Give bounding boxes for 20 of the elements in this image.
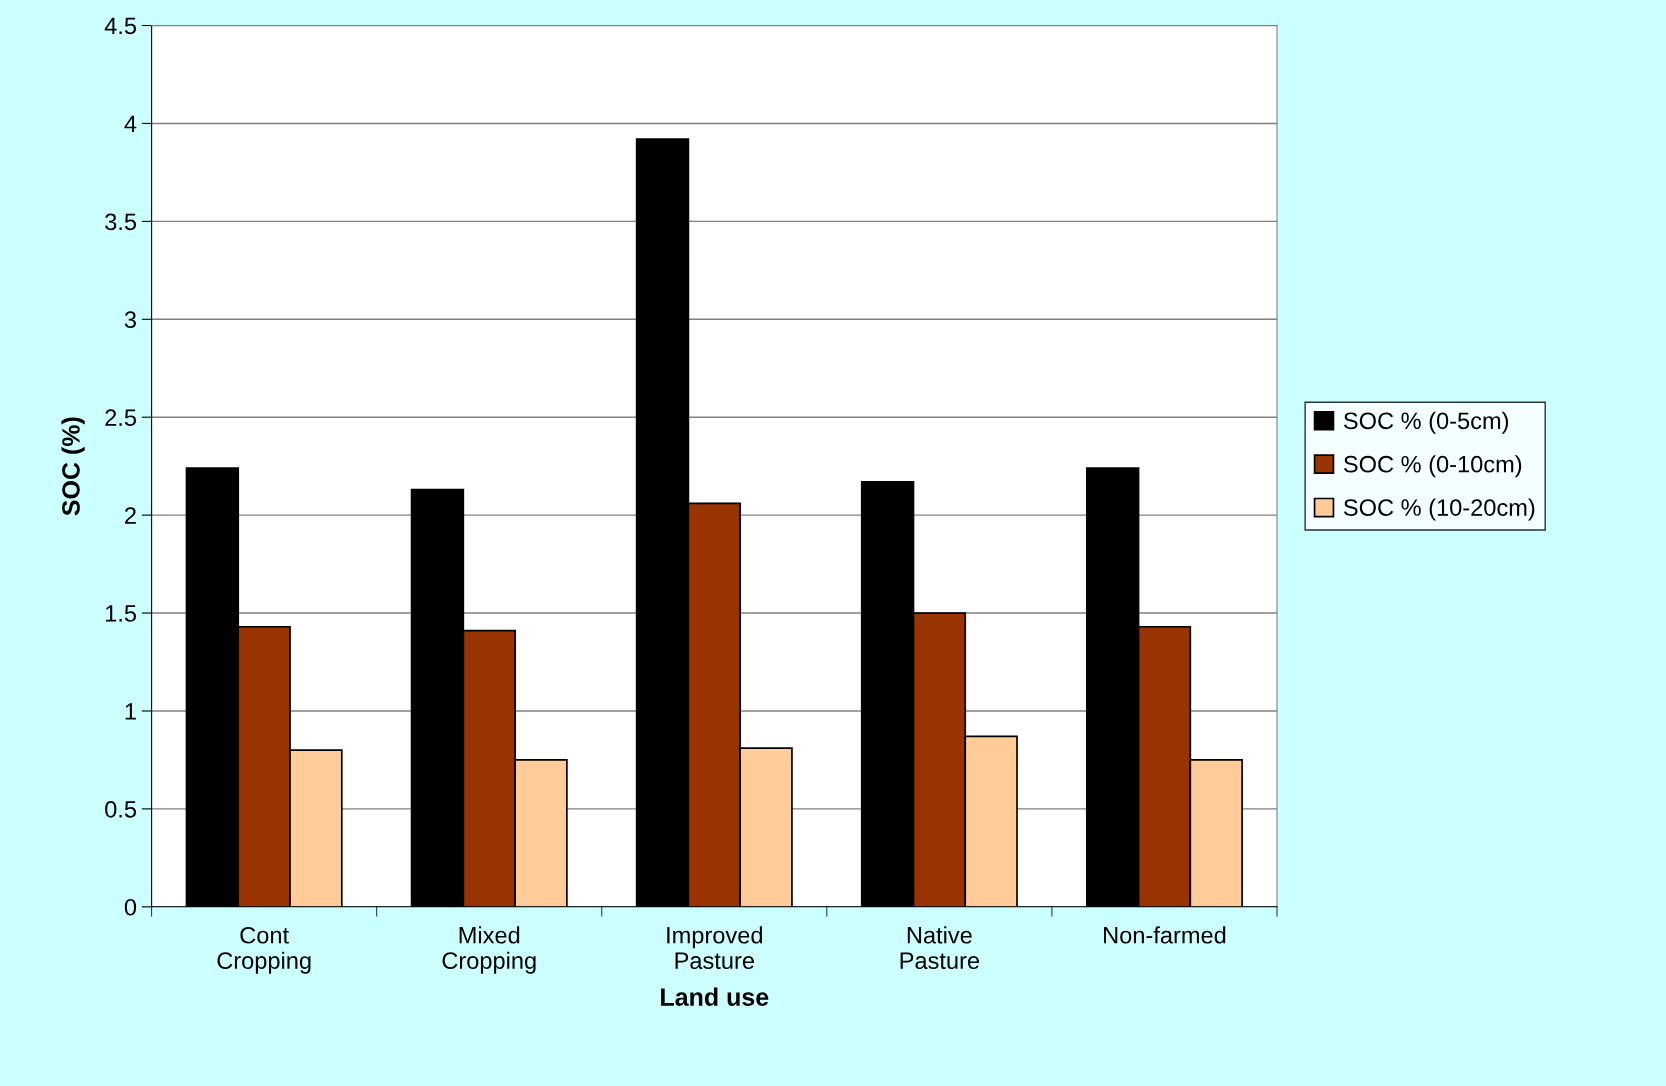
y-tick-label: 4.5 xyxy=(104,17,137,35)
y-tick-label: 1.5 xyxy=(106,605,137,622)
y-axis-title: SOC (%) xyxy=(61,417,85,516)
y-tick-label: 4 xyxy=(124,115,137,132)
x-axis-title: Land use xyxy=(661,987,769,1006)
y-tick-label: 3 xyxy=(124,311,136,329)
x-tick-label: Improved Pasture xyxy=(667,926,762,970)
y-tick-label: 2.5 xyxy=(105,409,137,426)
y-tick-label: 1 xyxy=(125,703,136,720)
x-tick-label: Mixed Cropping xyxy=(442,926,536,974)
legend-label: SOC % (0-5cm) xyxy=(1343,411,1509,434)
y-tick-label: 3.5 xyxy=(105,213,137,231)
y-tick-label: 0.5 xyxy=(105,800,137,818)
y-tick-label: 2 xyxy=(125,507,136,524)
y-tick-label: 0 xyxy=(124,898,137,916)
x-tick-label: Native Pasture xyxy=(900,926,980,970)
x-tick-label: Cont Cropping xyxy=(217,926,311,974)
x-tick-label: Non-farmed xyxy=(1104,926,1226,944)
legend-label: SOC % (0-10cm) xyxy=(1343,455,1522,478)
legend-label: SOC % (10-20cm) xyxy=(1343,498,1535,521)
